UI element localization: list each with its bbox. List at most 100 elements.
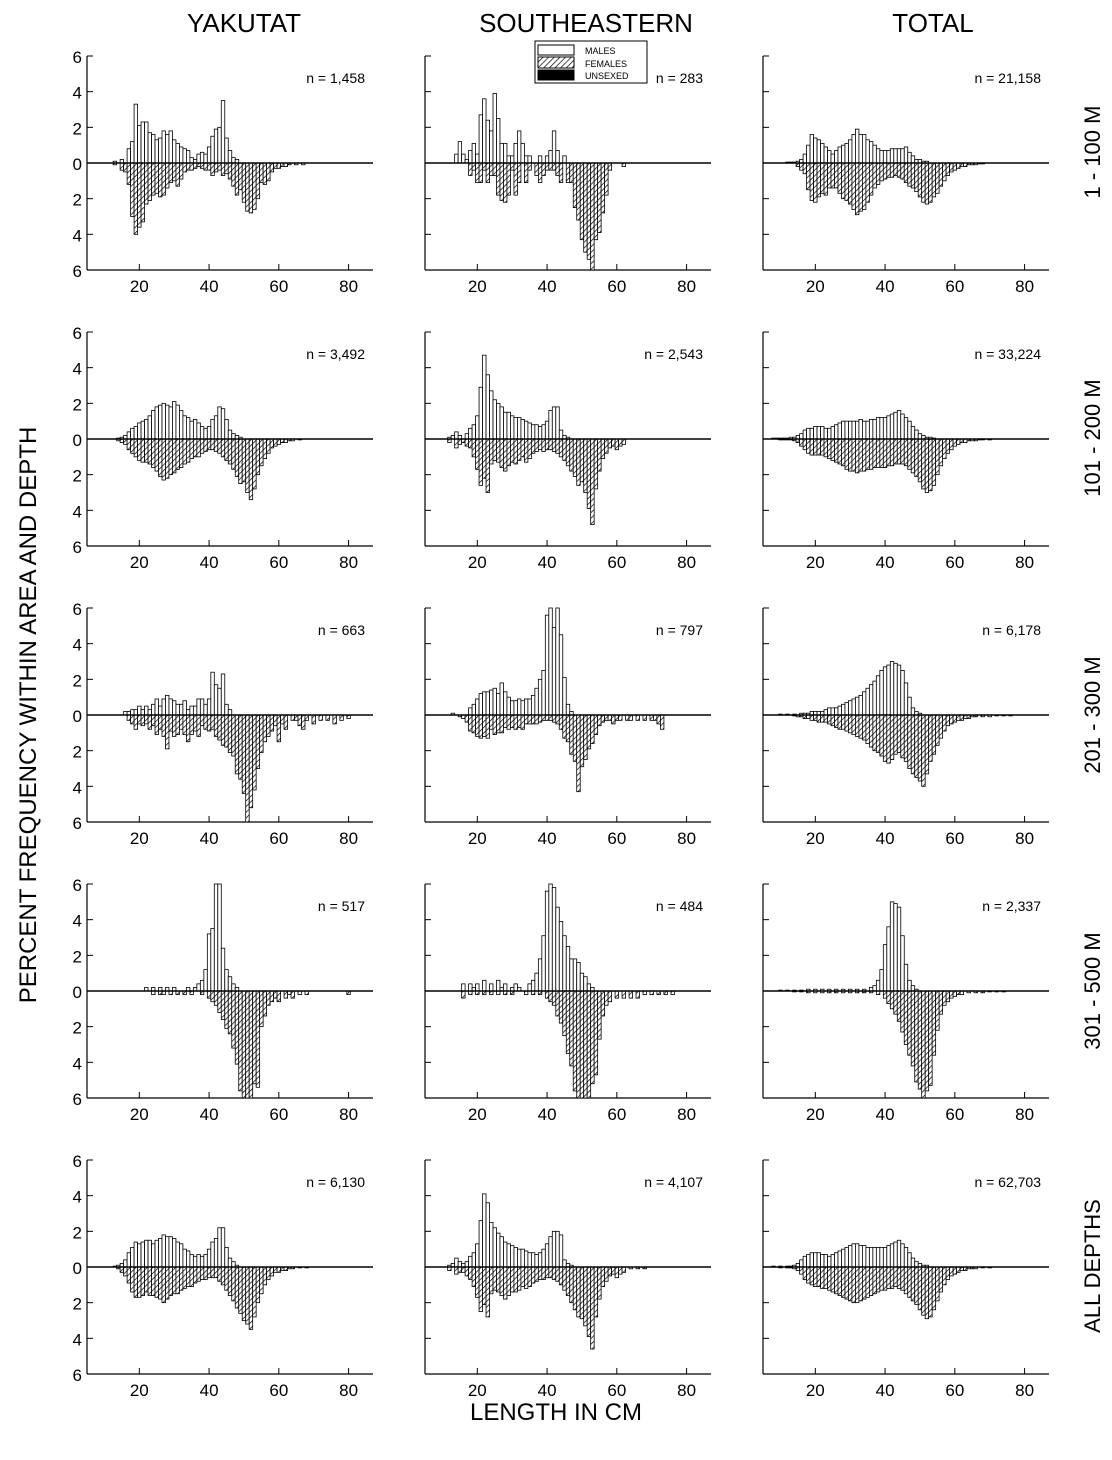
male-bar xyxy=(865,1246,870,1268)
male-bar xyxy=(137,1243,142,1268)
female-bar xyxy=(130,162,135,217)
female-bar xyxy=(210,714,215,730)
female-bar xyxy=(537,1266,543,1280)
male-bar xyxy=(882,944,888,992)
male-bar xyxy=(503,691,508,716)
female-bar xyxy=(921,438,926,490)
sample-size-label: n = 663 xyxy=(318,622,365,638)
x-tick-label: 40 xyxy=(538,1381,557,1400)
female-bar xyxy=(949,990,954,999)
male-bar xyxy=(192,1255,198,1268)
female-bar xyxy=(252,714,257,791)
female-bar xyxy=(196,714,201,737)
male-bar xyxy=(868,141,874,164)
female-bar xyxy=(896,990,902,1022)
male-bar xyxy=(527,698,532,716)
female-bar xyxy=(503,1266,508,1300)
male-bar xyxy=(172,139,177,164)
female-bar xyxy=(527,1266,532,1288)
male-bar xyxy=(875,675,881,716)
male-bar xyxy=(544,1243,550,1268)
female-bar xyxy=(503,162,508,203)
male-bar xyxy=(161,1234,166,1268)
female-bar xyxy=(151,162,156,196)
female-bar xyxy=(186,1266,191,1288)
female-bar xyxy=(220,438,226,458)
female-bar xyxy=(224,1266,229,1291)
female-bar xyxy=(283,990,288,999)
female-bar xyxy=(558,714,564,730)
female-bar xyxy=(461,1266,466,1273)
female-bar xyxy=(158,1266,163,1300)
female-bar xyxy=(593,990,599,1076)
panel-r2-c2: 20 40 60 80 n = 6,178 xyxy=(762,607,1049,848)
female-bar xyxy=(820,438,825,456)
male-bar xyxy=(551,1230,557,1268)
male-bar xyxy=(206,426,212,440)
male-bar xyxy=(165,134,170,164)
male-bar xyxy=(464,433,469,440)
female-bar xyxy=(144,162,149,205)
male-bar xyxy=(548,607,553,716)
female-bar xyxy=(238,1266,243,1314)
sample-size-label: n = 484 xyxy=(656,898,703,914)
female-bar xyxy=(224,714,229,748)
female-bar xyxy=(604,990,609,1006)
female-bar xyxy=(593,438,599,490)
female-bar xyxy=(548,714,553,721)
x-tick-label: 60 xyxy=(607,1381,626,1400)
female-bar xyxy=(464,1266,469,1277)
female-bar xyxy=(569,162,574,184)
female-bar xyxy=(952,438,957,447)
x-tick-label: 20 xyxy=(806,1381,825,1400)
female-bar xyxy=(192,1266,198,1284)
female-bar xyxy=(558,1266,564,1286)
female-bar xyxy=(217,1266,222,1282)
female-bar xyxy=(900,1266,905,1291)
female-bar xyxy=(255,990,261,1088)
female-bar xyxy=(492,162,497,176)
male-bar xyxy=(868,418,874,440)
male-bar xyxy=(189,157,194,164)
male-bar xyxy=(893,1241,898,1268)
female-bar xyxy=(276,438,281,445)
male-bar xyxy=(893,411,898,440)
male-bar xyxy=(520,418,525,440)
male-bar xyxy=(537,426,543,440)
female-bar xyxy=(935,438,940,476)
male-bar xyxy=(806,427,811,440)
female-bar xyxy=(262,162,268,185)
panel-r3-c1: 20 40 60 80 n = 484 xyxy=(424,883,711,1124)
female-bar xyxy=(614,990,619,999)
male-bar xyxy=(816,1252,821,1268)
male-bar xyxy=(527,155,532,164)
male-bar xyxy=(823,709,828,716)
female-bar xyxy=(653,714,658,721)
male-bar xyxy=(144,1239,149,1268)
x-tick-label: 80 xyxy=(339,829,358,848)
male-bar xyxy=(900,148,905,164)
female-bar xyxy=(464,714,469,723)
male-bar xyxy=(471,1252,476,1268)
male-bar xyxy=(496,1232,501,1268)
female-bar xyxy=(931,438,937,486)
female-bar xyxy=(280,714,285,725)
male-bar xyxy=(224,137,229,164)
female-bar xyxy=(506,162,511,196)
male-bar xyxy=(823,146,828,164)
male-bar xyxy=(520,700,525,716)
female-bar xyxy=(252,438,257,490)
female-bar xyxy=(520,1266,525,1288)
female-bar xyxy=(931,162,937,198)
female-bar xyxy=(496,1266,501,1293)
female-bar xyxy=(600,714,606,723)
female-bar xyxy=(555,1266,560,1282)
male-bar xyxy=(848,139,853,164)
female-bar xyxy=(478,438,483,486)
male-bar xyxy=(196,698,201,716)
female-bar xyxy=(868,714,874,748)
male-bar xyxy=(844,142,849,164)
male-bar xyxy=(548,150,553,164)
female-bar xyxy=(304,714,309,721)
male-bar xyxy=(457,1261,463,1268)
